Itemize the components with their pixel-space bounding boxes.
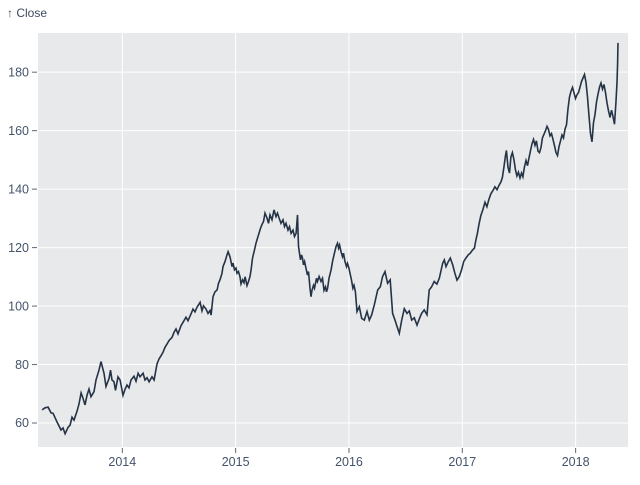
y-tick-label: 60 — [15, 416, 29, 430]
close-price-line — [41, 42, 619, 436]
y-tick-label: 160 — [8, 124, 29, 138]
x-tick-label: 2015 — [222, 455, 250, 469]
x-tick-label: 2018 — [562, 455, 590, 469]
x-tick-label: 2014 — [108, 455, 136, 469]
y-tick-label: 180 — [8, 65, 29, 79]
x-tick-label: 2016 — [335, 455, 363, 469]
x-tick-label: 2017 — [448, 455, 476, 469]
y-tick-label: 120 — [8, 241, 29, 255]
y-tick-label: 80 — [15, 358, 29, 372]
y-tick-label: 140 — [8, 182, 29, 196]
y-axis-title: ↑ Close — [7, 6, 48, 20]
y-tick-label: 100 — [8, 299, 29, 313]
